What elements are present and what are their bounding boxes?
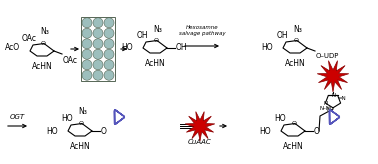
Circle shape <box>104 70 114 80</box>
Circle shape <box>104 49 114 59</box>
Text: AcHN: AcHN <box>145 59 166 68</box>
Text: N: N <box>327 107 331 113</box>
Circle shape <box>82 49 92 59</box>
Circle shape <box>93 28 103 38</box>
Circle shape <box>82 18 92 28</box>
Text: HO: HO <box>259 126 271 135</box>
Circle shape <box>93 49 103 59</box>
Text: CuAAC: CuAAC <box>188 139 212 145</box>
Text: AcO: AcO <box>5 42 20 51</box>
Text: OGT: OGT <box>9 114 25 120</box>
Text: HO: HO <box>61 114 73 123</box>
Text: HO: HO <box>121 43 133 52</box>
Text: N: N <box>324 101 328 106</box>
Text: OAc: OAc <box>63 56 78 65</box>
Text: =N: =N <box>337 95 346 101</box>
Circle shape <box>82 60 92 70</box>
Circle shape <box>82 70 92 80</box>
Text: HO: HO <box>46 126 58 135</box>
Text: N₃: N₃ <box>294 24 302 33</box>
Text: O: O <box>292 121 297 126</box>
Circle shape <box>82 39 92 49</box>
Text: O–UDP: O–UDP <box>316 53 339 59</box>
Text: OAc: OAc <box>22 34 37 43</box>
Circle shape <box>93 70 103 80</box>
Text: HO: HO <box>261 43 273 52</box>
Bar <box>81 17 115 81</box>
Text: AcHN: AcHN <box>70 142 90 151</box>
Text: AcHN: AcHN <box>283 142 304 151</box>
Text: N₃: N₃ <box>40 28 50 37</box>
Circle shape <box>104 18 114 28</box>
Text: HO: HO <box>274 114 286 123</box>
Circle shape <box>93 39 103 49</box>
Text: N: N <box>332 93 335 98</box>
Circle shape <box>93 18 103 28</box>
Text: OH: OH <box>136 31 148 40</box>
Text: Hexosamne
salvage pathway: Hexosamne salvage pathway <box>179 25 225 36</box>
Text: N₃: N₃ <box>79 107 87 116</box>
Circle shape <box>82 28 92 38</box>
Circle shape <box>93 60 103 70</box>
Circle shape <box>104 60 114 70</box>
Text: AcHN: AcHN <box>285 59 305 68</box>
Text: O: O <box>314 126 320 135</box>
Text: O: O <box>41 41 46 46</box>
Text: OH: OH <box>276 31 288 40</box>
Circle shape <box>104 39 114 49</box>
Polygon shape <box>317 61 349 92</box>
Circle shape <box>104 28 114 38</box>
Polygon shape <box>185 112 215 141</box>
Text: N₃: N₃ <box>153 24 163 33</box>
Text: N–N: N–N <box>319 106 330 111</box>
Text: O: O <box>101 126 107 135</box>
Text: O: O <box>294 38 299 43</box>
Text: O: O <box>154 38 159 43</box>
Text: AcHN: AcHN <box>32 62 53 71</box>
Text: O: O <box>79 121 84 126</box>
Text: OH: OH <box>176 43 187 52</box>
